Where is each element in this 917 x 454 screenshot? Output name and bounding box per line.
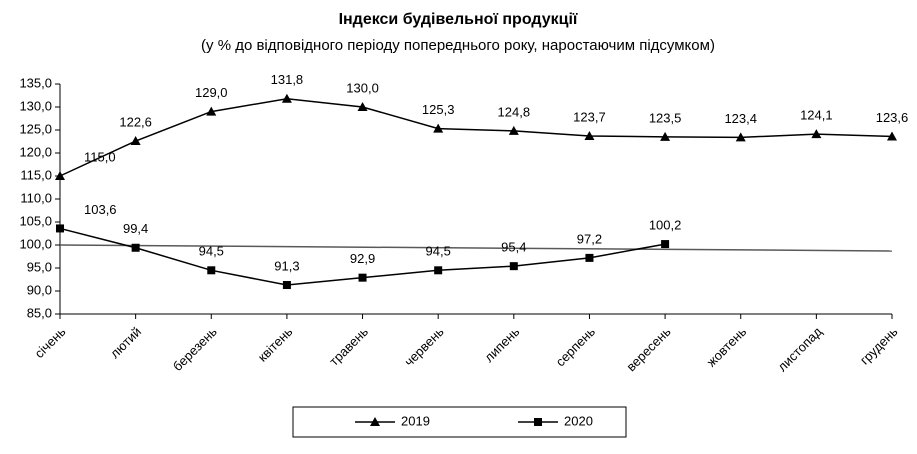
data-label: 94,5 [426,244,451,259]
marker [735,132,746,142]
y-tick-label: 100,0 [19,236,52,251]
marker [357,102,368,111]
marker [281,93,292,103]
marker [585,253,594,262]
data-label: 123,7 [573,109,606,124]
legend-box [292,406,627,438]
marker [55,171,65,180]
data-label: 130,0 [346,80,379,95]
data-label: 129,0 [195,85,228,100]
marker [131,243,140,252]
x-tick-label: грудень [857,324,901,368]
marker [661,240,670,249]
x-tick-label: липень [481,324,522,365]
marker [207,266,216,275]
x-tick-label: червень [401,324,447,370]
y-tick-label: 85,0 [27,305,52,320]
trendline [59,244,893,252]
marker [206,106,217,116]
chart-title: Індекси будівельної продукції [339,11,578,28]
data-label: 94,5 [199,244,224,259]
data-label: 124,8 [498,104,531,119]
marker [56,224,64,233]
x-tick-label: листопад [775,324,826,375]
data-label: 92,9 [350,251,375,266]
data-label: 97,2 [577,231,602,246]
x-tick-label: березень [170,324,220,374]
marker [370,417,380,426]
data-label: 123,6 [876,110,909,125]
data-label: 124,1 [800,108,833,123]
y-tick-label: 125,0 [19,121,52,136]
x-tick-label: травень [326,324,371,369]
marker [887,131,897,141]
marker [509,262,518,271]
data-label: 95,4 [501,240,526,255]
legend-label: 2019 [401,413,430,428]
marker [660,131,671,141]
y-tick-label: 105,0 [19,213,52,228]
marker [811,129,822,139]
marker [508,125,519,135]
x-tick-label: вересень [623,324,673,374]
data-label: 103,6 [84,202,117,217]
y-tick-label: 115,0 [20,167,52,182]
data-label: 99,4 [123,221,148,236]
data-label: 123,5 [649,110,682,125]
y-tick-label: 110,0 [20,190,52,205]
data-label: 100,2 [649,218,682,233]
y-tick-label: 120,0 [19,144,52,159]
x-tick-label: квітень [255,324,296,365]
x-tick-label: серпень [553,324,599,370]
marker [130,136,141,146]
x-tick-label: жовтень [704,324,750,370]
x-tick-label: січень [32,324,69,361]
chart-subtitle: (у % до відповідного періоду попередньог… [201,37,715,54]
marker [584,130,595,140]
y-tick-label: 130,0 [19,98,52,113]
legend-label: 2020 [564,413,593,428]
marker [358,273,367,282]
y-tick-label: 90,0 [27,282,52,297]
data-label: 125,3 [422,102,455,117]
y-tick-label: 95,0 [27,259,52,274]
data-label: 123,4 [724,111,757,126]
marker [434,266,443,275]
y-tick-label: 135,0 [19,75,52,90]
data-label: 115,0 [84,149,116,164]
data-label: 131,8 [271,72,304,87]
series-line [59,97,893,177]
marker [534,418,542,426]
x-tick-label: лютий [107,324,144,361]
data-label: 122,6 [119,114,152,129]
marker [433,123,444,133]
data-label: 91,3 [274,258,299,273]
marker [282,281,291,290]
